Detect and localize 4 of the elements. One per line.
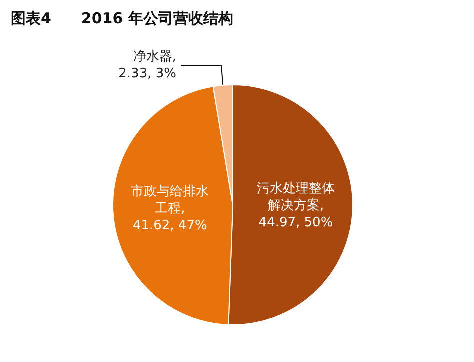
chart-title: 图表4 2016 年公司营收结构 <box>11 10 234 28</box>
slice-label: 净水器, 2.33, 3% <box>118 49 176 82</box>
slice-label: 污水处理整体解决方案, 44.97, 50% <box>256 182 335 231</box>
slice-label: 市政与给排水工程, 41.62, 47% <box>131 184 210 234</box>
